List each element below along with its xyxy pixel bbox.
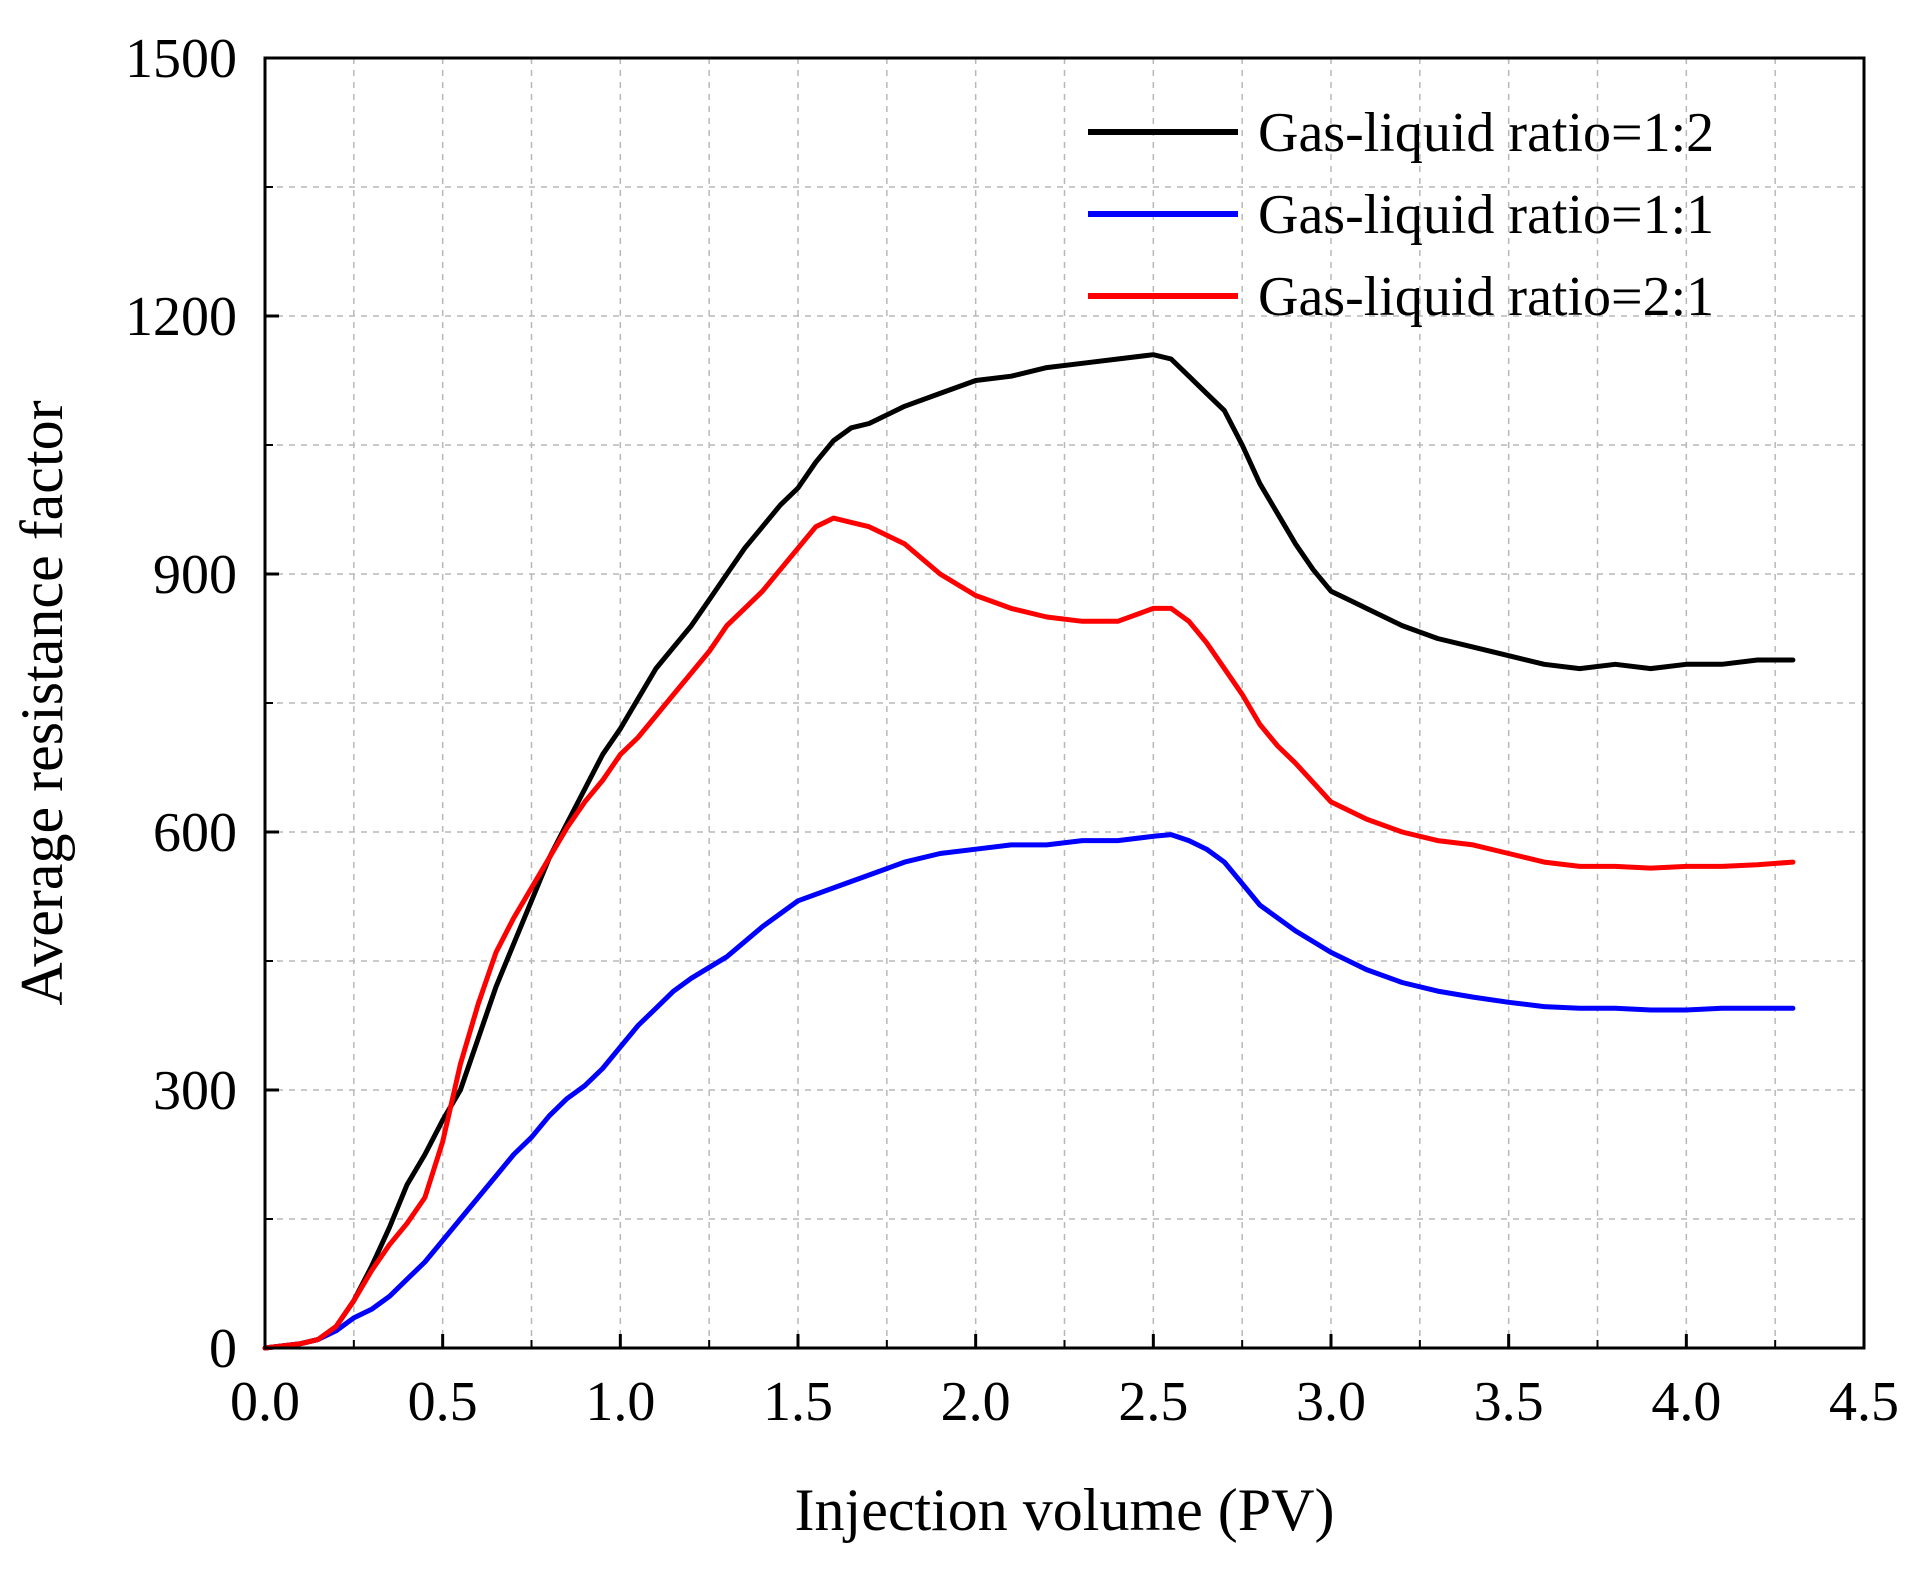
y-tick-label: 900 [153,544,237,606]
axis-ticks: 0.0 0.5 1.0 1.5 2.0 2.5 3.0 3.5 4.0 4.5 0 300 600 900… [125,28,1899,1433]
y-tick-label: 600 [153,802,237,864]
x-tick-label: 3.5 [1474,1371,1544,1433]
y-tick-label: 0 [209,1318,237,1380]
legend-label: Gas-liquid ratio=1:2 [1258,102,1714,164]
y-tick-label: 1200 [125,286,237,348]
grid [265,58,1864,1348]
legend-label: Gas-liquid ratio=1:1 [1258,184,1714,246]
x-axis-title: Injection volume (PV) [795,1477,1335,1543]
x-tick-label: 1.0 [585,1371,655,1433]
series-line-gas-liquid-ratio-1-2 [262,352,1796,1351]
x-tick-label: 4.5 [1829,1371,1899,1433]
x-tick-label: 0.0 [230,1371,300,1433]
series-layer [262,352,1796,1351]
x-tick-label: 3.0 [1296,1371,1366,1433]
series-line-gas-liquid-ratio-2-1 [262,515,1796,1351]
x-tick-label: 2.0 [941,1371,1011,1433]
legend: Gas-liquid ratio=1:2 Gas-liquid ratio=1:1… [1088,102,1714,328]
series-line-gas-liquid-ratio-1-1 [262,832,1796,1351]
x-tick-label: 2.5 [1118,1371,1188,1433]
legend-label: Gas-liquid ratio=2:1 [1258,266,1714,328]
x-tick-label: 4.0 [1651,1371,1721,1433]
y-tick-label: 1500 [125,28,237,90]
x-tick-label: 0.5 [408,1371,478,1433]
y-tick-label: 300 [153,1060,237,1122]
x-tick-label: 1.5 [763,1371,833,1433]
y-axis-title: Average resistance factor [9,400,75,1005]
